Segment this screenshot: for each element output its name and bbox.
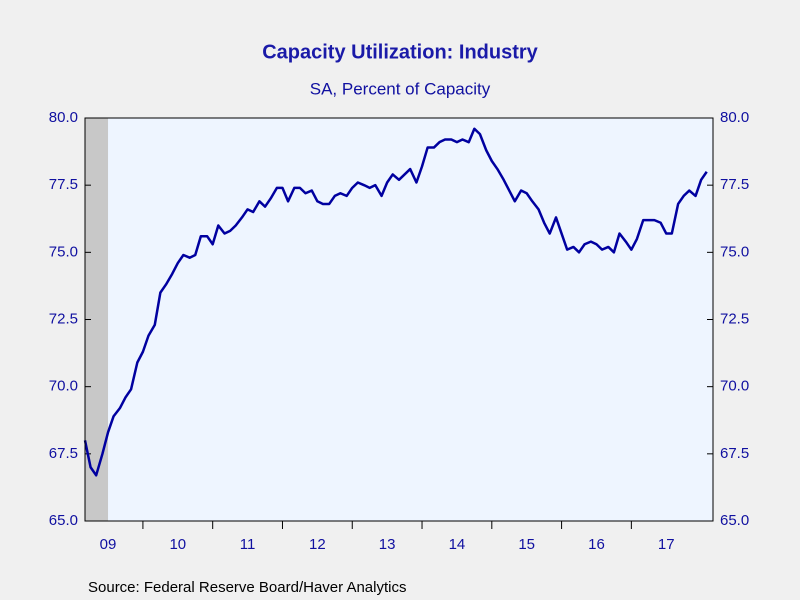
y2-tick-label: 80.0 xyxy=(720,109,749,126)
x-tick-label: 14 xyxy=(449,536,466,553)
y-tick-label: 72.5 xyxy=(49,310,78,327)
x-tick-label: 13 xyxy=(379,536,396,553)
y-tick-label: 75.0 xyxy=(49,243,78,260)
y-tick-label: 65.0 xyxy=(49,512,78,529)
recession-band xyxy=(85,118,109,521)
y2-tick-label: 75.0 xyxy=(720,243,749,260)
x-tick-label: 17 xyxy=(658,536,675,553)
y2-tick-label: 67.5 xyxy=(720,445,749,462)
chart-subtitle: SA, Percent of Capacity xyxy=(310,79,491,98)
y-tick-label: 67.5 xyxy=(49,445,78,462)
source: Source: Federal Reserve Board/Haver Anal… xyxy=(88,579,406,596)
x-tick-label: 15 xyxy=(518,536,535,553)
chart-title: Capacity Utilization: Industry xyxy=(262,41,538,63)
y2-tick-label: 77.5 xyxy=(720,176,749,193)
x-tick-label: 10 xyxy=(169,536,186,553)
y-tick-label: 70.0 xyxy=(49,378,78,395)
plot-area xyxy=(85,118,713,521)
y2-tick-label: 72.5 xyxy=(720,310,749,327)
y-tick-label: 77.5 xyxy=(49,176,78,193)
plot-border xyxy=(84,117,714,522)
y2-tick-label: 70.0 xyxy=(720,378,749,395)
y-tick-label: 80.0 xyxy=(49,109,78,126)
x-tick-label: 09 xyxy=(100,536,117,553)
data-line xyxy=(83,127,708,477)
x-tick-label: 16 xyxy=(588,536,605,553)
x-tick-label: 11 xyxy=(240,536,256,553)
y2-tick-label: 65.0 xyxy=(720,512,749,529)
x-tick-label: 12 xyxy=(309,536,326,553)
